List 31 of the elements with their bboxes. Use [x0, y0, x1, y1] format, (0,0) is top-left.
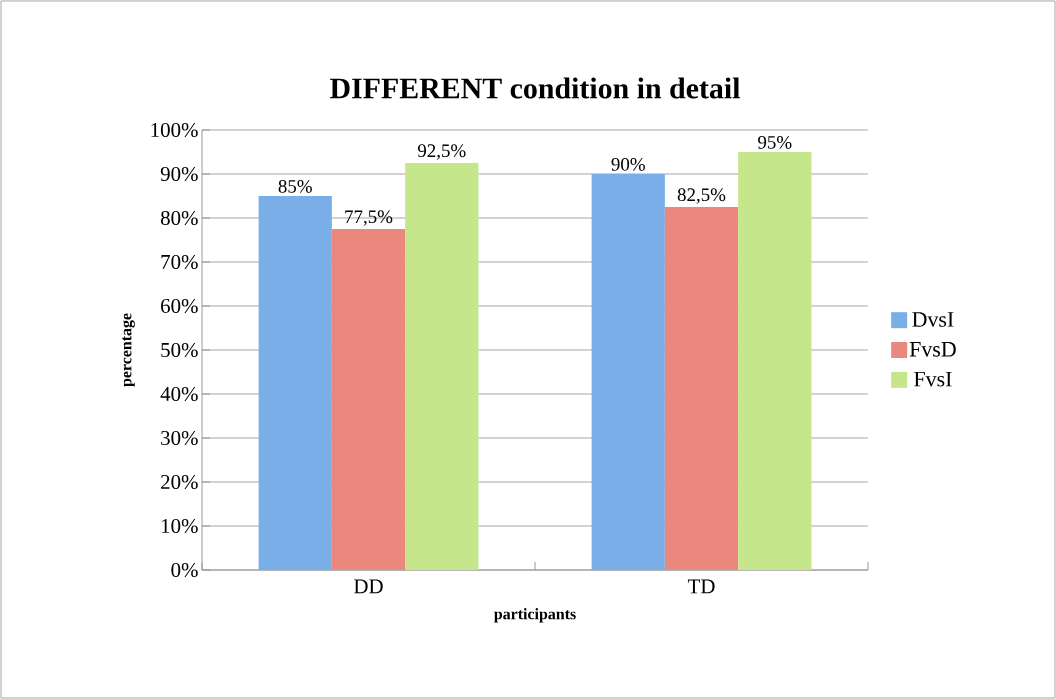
bar: [258, 196, 332, 570]
y-tick-label: 60%: [161, 298, 198, 314]
data-label: 82,5%: [677, 188, 726, 204]
x-tick-label: DD: [354, 579, 383, 594]
bar: [405, 163, 479, 570]
bar: [664, 207, 739, 570]
y-tick-label: 30%: [161, 430, 198, 446]
bar: [738, 152, 812, 570]
y-tick-label: 90%: [160, 166, 198, 182]
legend-label: DvsI: [912, 312, 954, 327]
y-tick-label: 0%: [171, 562, 198, 578]
legend-label: FvsI: [914, 371, 952, 387]
bar: [591, 174, 665, 570]
y-tick-label: 100%: [151, 122, 198, 138]
chart-title: DIFFERENT condition in detail: [330, 77, 740, 99]
y-tick-label: 20%: [161, 474, 198, 490]
data-label: 77,5%: [345, 210, 393, 226]
legend-label: FvsD: [909, 342, 956, 357]
y-tick-label: 80%: [160, 210, 198, 226]
y-axis-title: percentage: [122, 313, 135, 387]
y-tick-label: 70%: [161, 254, 198, 270]
x-axis-title: participants: [494, 608, 576, 623]
data-label: 92,5%: [417, 144, 466, 160]
y-tick-label: 40%: [160, 386, 198, 402]
x-tick-label: TD: [687, 579, 715, 594]
bar: [331, 229, 406, 570]
data-label: 95%: [758, 135, 792, 149]
data-label: 90%: [611, 157, 645, 171]
y-tick-label: 50%: [161, 342, 198, 358]
y-tick-label: 10%: [161, 518, 198, 534]
data-label: 85%: [278, 179, 312, 193]
